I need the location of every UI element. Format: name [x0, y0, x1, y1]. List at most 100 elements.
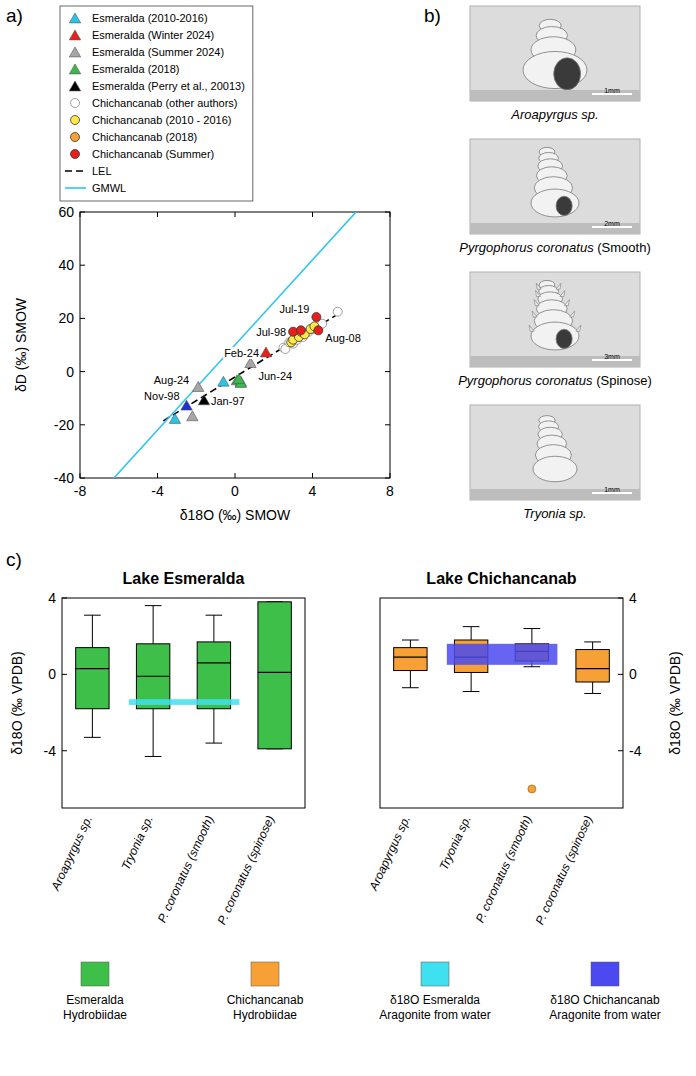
y-tick: [62, 598, 67, 599]
legend-marker: [71, 133, 80, 142]
legend-marker: [71, 116, 80, 125]
shell-spine: [564, 300, 569, 306]
y-tick: [80, 212, 85, 213]
legend-label: Esmeralda (2010-2016): [92, 12, 208, 24]
whisker-low: [92, 709, 93, 738]
plot-marks: [76, 602, 292, 757]
x-tick: [80, 473, 81, 478]
label-patch: [153, 374, 190, 386]
label-patch: [223, 347, 260, 359]
legend-label: Esmeralda (2018): [92, 63, 179, 75]
y-tick: [385, 424, 390, 425]
plot-frame: [80, 212, 390, 478]
photo: 1mmTryonia sp.: [470, 405, 640, 521]
box-panel: Lake Chichancanab-404δ18O (‰ VPDB)Aroapy…: [366, 570, 683, 927]
photo-caption: Aroapyrgus sp.: [510, 107, 598, 122]
annotations: Jul-19Jul-98Aug-08Feb-24Jun-24Aug-24Nov-…: [143, 303, 362, 407]
y-axis-title: δ18O (‰ VPDB): [9, 651, 25, 754]
y-tick-label: -4: [44, 743, 57, 759]
legend-label: δ18O EsmeraldaAragonite from water: [379, 993, 490, 1022]
legend-label: Chichancanab (Summer): [92, 148, 214, 160]
legend-line: Aragonite from water: [549, 1008, 660, 1022]
box-panel: c)Lake Esmeralda-404δ18O (‰ VPDB)Aroapyr…: [6, 549, 305, 927]
y-tick: [80, 318, 85, 319]
photo: 1mmAroapyrgus sp.: [470, 6, 640, 122]
point: [192, 382, 203, 392]
legend-line: Chichancanab: [227, 993, 304, 1007]
median: [258, 672, 291, 673]
whisker-high: [213, 615, 214, 642]
whisker-cap: [463, 626, 480, 627]
box: [197, 642, 230, 709]
annotation: Aug-08: [325, 332, 360, 344]
x-tick-label: -8: [74, 483, 87, 499]
caption-species: Pyrgophorus coronatus: [458, 373, 593, 388]
legend-label: Esmeralda (Summer 2024): [92, 46, 224, 58]
whisker-high: [410, 640, 411, 648]
band: [447, 644, 558, 665]
panel-b: b) 1mmAroapyrgus sp. 2mm Pyrgophorus corona…: [424, 5, 652, 521]
plot-frame: [62, 598, 305, 808]
shell-whorl: [531, 189, 579, 217]
panel-letter: b): [424, 5, 441, 26]
x-tick: [312, 212, 313, 217]
photo-frame: [470, 272, 640, 367]
scale-label: 2mm: [604, 220, 620, 227]
band: [129, 699, 240, 705]
legend-line: Esmeralda: [66, 993, 124, 1007]
panel-letter: c): [6, 549, 22, 570]
y-tick-label: -20: [54, 417, 74, 433]
y-tick-label: 60: [58, 204, 74, 220]
whisker-cap: [402, 640, 419, 641]
x-tick-label: Tryonia sp.: [436, 813, 473, 872]
shell-spine: [576, 325, 581, 331]
line-series: [114, 212, 356, 478]
y-tick-label: 4: [629, 590, 637, 606]
legend-label: ChichancanabHydrobiidae: [227, 993, 304, 1022]
y-tick-label: -40: [54, 470, 74, 486]
photo: 3mmPyrgophorus coronatus (Spinose): [458, 272, 652, 388]
x-tick-label: 4: [309, 483, 317, 499]
median: [76, 668, 109, 669]
legend-label: Chichancanab (2018): [92, 131, 197, 143]
point: [314, 326, 323, 335]
caption-form: (Spinose): [593, 373, 652, 388]
legend-label: LEL: [92, 165, 112, 177]
y-tick-label: 4: [48, 590, 56, 606]
legend-marker: [71, 99, 80, 108]
y-tick: [385, 318, 390, 319]
x-tick-label: Aroapyrgus sp.: [366, 813, 413, 893]
whisker-low: [592, 682, 593, 693]
whisker-high: [153, 606, 154, 644]
y-tick-label: -4: [629, 743, 642, 759]
legend-label: Esmeralda (Winter 2024): [92, 29, 214, 41]
point: [333, 307, 342, 316]
x-tick: [390, 212, 391, 217]
legend: EsmeraldaHydrobiidae ChichancanabHydrobii…: [63, 962, 661, 1022]
photo-frame: [470, 6, 640, 101]
legend-label: Chichancanab (other authors): [92, 97, 238, 109]
x-tick-label: 8: [386, 483, 394, 499]
shell-aperture: [554, 58, 581, 90]
box: [76, 648, 109, 709]
whisker-cap: [145, 605, 162, 606]
median: [136, 676, 169, 677]
shell-spine: [556, 283, 561, 289]
legend-marker: [71, 150, 80, 159]
x-tick: [235, 473, 236, 478]
shell-spine: [534, 300, 539, 306]
whisker-cap: [524, 628, 541, 629]
legend-label: GMWL: [92, 182, 126, 194]
legend-line: [65, 187, 86, 189]
outlier: [528, 785, 536, 793]
median: [394, 657, 427, 658]
box: [136, 644, 169, 709]
point: [169, 413, 180, 423]
shell-spine: [560, 291, 565, 297]
legend-line: Hydrobiidae: [63, 1008, 127, 1022]
photo-caption: Pyrgophorus coronatus (Smooth): [459, 240, 651, 255]
photo-caption: Pyrgophorus coronatus (Spinose): [458, 373, 652, 388]
x-tick: [235, 212, 236, 217]
point: [181, 400, 192, 410]
label-patch: [143, 390, 180, 402]
